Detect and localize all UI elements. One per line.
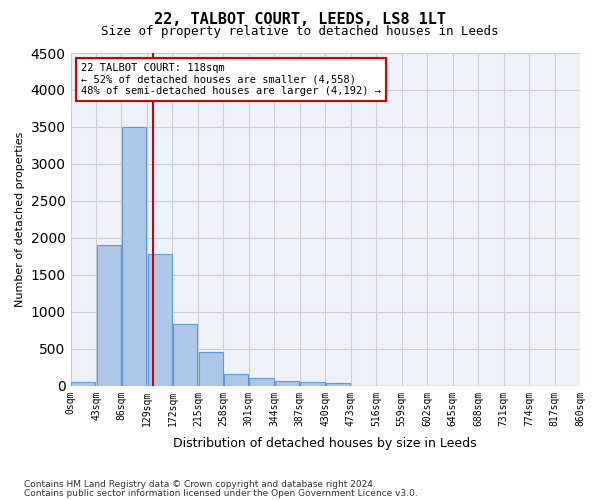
Bar [326, 383, 350, 386]
Text: Contains HM Land Registry data © Crown copyright and database right 2024.: Contains HM Land Registry data © Crown c… [24, 480, 376, 489]
Bar [250, 378, 274, 386]
Y-axis label: Number of detached properties: Number of detached properties [15, 132, 25, 307]
Bar [199, 352, 223, 386]
X-axis label: Distribution of detached houses by size in Leeds: Distribution of detached houses by size … [173, 437, 477, 450]
Bar [301, 382, 325, 386]
Bar [275, 380, 299, 386]
Text: Contains public sector information licensed under the Open Government Licence v3: Contains public sector information licen… [24, 488, 418, 498]
Bar [148, 254, 172, 386]
Bar [97, 246, 121, 386]
Text: Size of property relative to detached houses in Leeds: Size of property relative to detached ho… [101, 25, 499, 38]
Bar [173, 324, 197, 386]
Bar [71, 382, 95, 386]
Text: 22, TALBOT COURT, LEEDS, LS8 1LT: 22, TALBOT COURT, LEEDS, LS8 1LT [154, 12, 446, 28]
Text: 22 TALBOT COURT: 118sqm
← 52% of detached houses are smaller (4,558)
48% of semi: 22 TALBOT COURT: 118sqm ← 52% of detache… [81, 63, 381, 96]
Bar [224, 374, 248, 386]
Bar [122, 127, 146, 386]
